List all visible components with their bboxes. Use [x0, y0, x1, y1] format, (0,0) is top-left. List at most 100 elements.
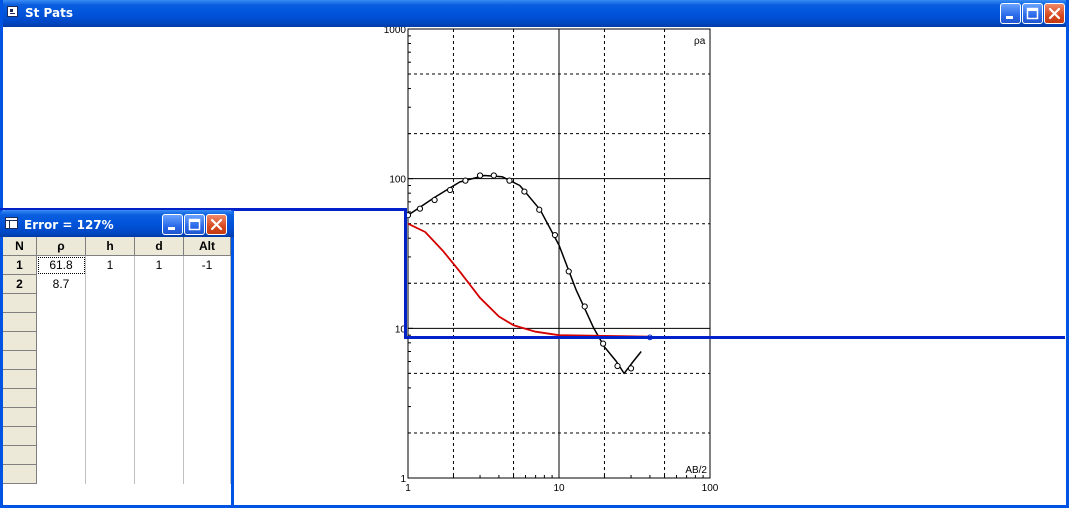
- column-header-rho[interactable]: ρ: [37, 237, 86, 256]
- row-header[interactable]: [3, 408, 37, 427]
- table-cell[interactable]: [184, 332, 231, 351]
- column-header-alt[interactable]: Alt: [184, 237, 231, 256]
- data-point: [446, 186, 454, 194]
- maximize-icon: [1026, 7, 1039, 20]
- table-cell[interactable]: [86, 313, 135, 332]
- chart-points: [404, 172, 653, 372]
- row-header[interactable]: [3, 294, 37, 313]
- table-cell[interactable]: [135, 332, 184, 351]
- table-cell[interactable]: [37, 389, 86, 408]
- data-point: [627, 365, 635, 372]
- table-cell[interactable]: [184, 427, 231, 446]
- table-cell[interactable]: [86, 446, 135, 465]
- chart-labels: 1 10 100 1000 1 10 100 ρa AB/2: [384, 27, 719, 494]
- data-point: [490, 172, 497, 179]
- model-boundary-line[interactable]: [403, 208, 407, 339]
- column-header-d[interactable]: d: [135, 237, 184, 256]
- row-header[interactable]: [3, 351, 37, 370]
- table-cell[interactable]: [37, 446, 86, 465]
- table-cell[interactable]: [86, 465, 135, 484]
- model-top-line[interactable]: [0, 208, 405, 212]
- row-header[interactable]: 1: [3, 256, 37, 275]
- table-cell[interactable]: [86, 370, 135, 389]
- data-point: [600, 340, 607, 347]
- sounding-chart[interactable]: 1 10 100 1000 1 10 100 ρa AB/2: [376, 27, 726, 497]
- table-cell[interactable]: [135, 370, 184, 389]
- table-cell[interactable]: [37, 427, 86, 446]
- table-cell[interactable]: [37, 313, 86, 332]
- table-cell[interactable]: [184, 389, 231, 408]
- row-header[interactable]: [3, 389, 37, 408]
- child-minimize-button[interactable]: [162, 214, 183, 235]
- main-title-bar[interactable]: St Pats: [3, 0, 1066, 27]
- table-cell[interactable]: [135, 408, 184, 427]
- child-close-button[interactable]: [206, 214, 227, 235]
- data-point: [581, 303, 588, 310]
- maximize-button[interactable]: [1022, 3, 1043, 24]
- table-cell[interactable]: [135, 465, 184, 484]
- x-tick-label: 10: [553, 483, 565, 494]
- table-cell[interactable]: [37, 294, 86, 313]
- table-cell[interactable]: [86, 427, 135, 446]
- table-cell[interactable]: [135, 351, 184, 370]
- table-cell[interactable]: [184, 446, 231, 465]
- close-icon: [210, 218, 223, 231]
- column-header-n[interactable]: N: [3, 237, 37, 256]
- child-maximize-button[interactable]: [184, 214, 205, 235]
- row-header[interactable]: [3, 446, 37, 465]
- table-cell[interactable]: [37, 370, 86, 389]
- row-header[interactable]: 2: [3, 275, 37, 294]
- data-point: [565, 268, 572, 275]
- row-header[interactable]: [3, 465, 37, 484]
- table-cell[interactable]: [135, 446, 184, 465]
- table-cell[interactable]: 1: [86, 256, 135, 275]
- row-header[interactable]: [3, 332, 37, 351]
- table-cell[interactable]: [86, 408, 135, 427]
- table-cell[interactable]: [184, 351, 231, 370]
- data-point: [476, 172, 484, 179]
- table-cell[interactable]: [184, 408, 231, 427]
- table-cell[interactable]: 8.7: [37, 275, 86, 294]
- row-header[interactable]: [3, 313, 37, 332]
- table-cell[interactable]: [184, 275, 231, 294]
- minimize-button[interactable]: [1000, 3, 1021, 24]
- table-cell[interactable]: [135, 275, 184, 294]
- table-cell[interactable]: [37, 332, 86, 351]
- column-header-h[interactable]: h: [86, 237, 135, 256]
- data-point: [416, 205, 424, 212]
- table-cell[interactable]: [86, 275, 135, 294]
- y-tick-label: 1000: [384, 27, 407, 36]
- table-cell[interactable]: 1: [135, 256, 184, 275]
- table-cell[interactable]: [86, 389, 135, 408]
- table-icon[interactable]: [5, 217, 18, 229]
- table-cell[interactable]: [37, 408, 86, 427]
- table-cell[interactable]: [135, 389, 184, 408]
- row-header[interactable]: [3, 427, 37, 446]
- table-cell[interactable]: [184, 313, 231, 332]
- close-button[interactable]: [1044, 3, 1065, 24]
- y-axis-label: ρa: [694, 36, 706, 47]
- table-cell[interactable]: [135, 294, 184, 313]
- table-cell[interactable]: [86, 294, 135, 313]
- model-bottom-line[interactable]: [403, 335, 1065, 339]
- table-cell[interactable]: -1: [184, 256, 231, 275]
- table-cell[interactable]: [184, 370, 231, 389]
- table-cell[interactable]: 61.8: [37, 256, 86, 275]
- table-cell[interactable]: [184, 294, 231, 313]
- table-cell[interactable]: [135, 313, 184, 332]
- error-title-bar[interactable]: Error = 127%: [0, 210, 234, 237]
- table-cell[interactable]: [37, 351, 86, 370]
- table-cell[interactable]: [184, 465, 231, 484]
- table-cell[interactable]: [86, 332, 135, 351]
- table-cell[interactable]: [37, 465, 86, 484]
- chart-grid: [407, 28, 711, 479]
- minimize-icon: [168, 227, 175, 230]
- row-header[interactable]: [3, 370, 37, 389]
- table-cell[interactable]: [135, 427, 184, 446]
- x-axis-label: AB/2: [685, 465, 707, 476]
- table-cell[interactable]: [86, 351, 135, 370]
- app-icon[interactable]: [7, 6, 18, 17]
